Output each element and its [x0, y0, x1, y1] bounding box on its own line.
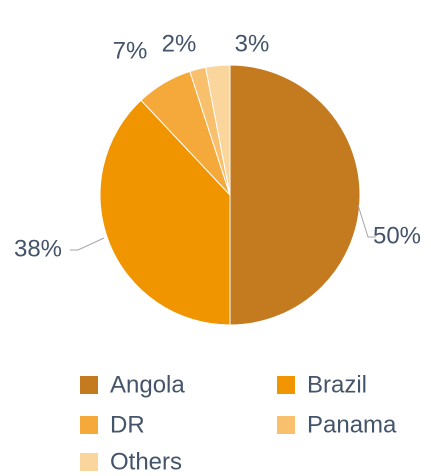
legend-swatch	[277, 376, 295, 394]
data-label: 38%	[14, 235, 62, 262]
legend-swatch	[80, 376, 98, 394]
pie-slice	[229, 64, 361, 326]
legend-label: Others	[110, 448, 182, 475]
data-label: 2%	[162, 30, 197, 57]
legend-label: Angola	[110, 371, 185, 398]
legend-label: Panama	[307, 411, 397, 438]
pie-slice	[205, 64, 231, 196]
pie-slice	[99, 99, 231, 326]
legend-swatch	[80, 453, 98, 471]
legend-label: DR	[110, 411, 145, 438]
data-label: 50%	[373, 222, 421, 249]
legend-swatch	[277, 416, 295, 434]
leader-line	[357, 204, 376, 238]
legend-label: Brazil	[307, 371, 367, 398]
legend-swatch	[80, 416, 98, 434]
leader-line	[70, 237, 105, 251]
data-label: 7%	[113, 37, 148, 64]
data-label: 3%	[235, 30, 270, 57]
